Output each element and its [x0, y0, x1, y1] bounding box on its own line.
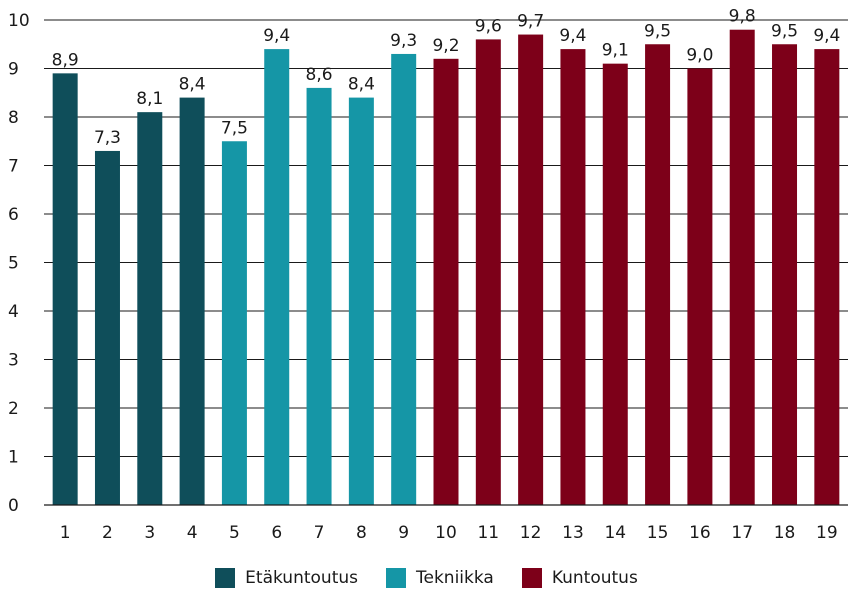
bar-value-label: 9,6	[475, 16, 502, 36]
y-tick-label: 7	[8, 157, 19, 177]
y-tick-label: 2	[8, 399, 19, 419]
bar-value-label: 8,4	[348, 75, 375, 95]
bar	[433, 58, 459, 506]
bar	[560, 49, 586, 505]
bar	[602, 63, 628, 506]
bar	[348, 97, 374, 505]
y-tick-label: 3	[8, 351, 19, 371]
y-tick-label: 8	[8, 108, 19, 128]
legend-item-etakuntoutus: Etäkuntoutus	[215, 568, 358, 588]
y-tick-label: 4	[8, 302, 19, 322]
bar-value-label: 9,4	[813, 26, 840, 46]
bar	[391, 53, 417, 505]
bar	[264, 49, 290, 505]
bar-value-label: 8,1	[136, 89, 163, 109]
y-tick-label: 6	[8, 205, 19, 225]
x-tick-label: 9	[398, 523, 409, 543]
bar	[518, 34, 544, 506]
x-tick-label: 3	[144, 523, 155, 543]
bar-value-label: 9,1	[602, 41, 629, 61]
bar-value-label: 9,0	[686, 46, 713, 66]
x-tick-label: 18	[774, 523, 796, 543]
bar-value-label: 8,6	[306, 65, 333, 85]
bar-value-label: 9,8	[729, 7, 756, 27]
bar-value-label: 9,2	[432, 36, 459, 56]
legend-swatch-kuntoutus	[521, 568, 542, 588]
x-tick-label: 6	[271, 523, 282, 543]
y-tick-label: 0	[8, 496, 19, 516]
bar	[772, 44, 798, 505]
y-tick-label: 9	[8, 60, 19, 80]
bar	[814, 49, 840, 505]
legend: Etäkuntoutus Tekniikka Kuntoutus	[0, 566, 853, 590]
bar-value-label: 9,7	[517, 12, 544, 32]
x-tick-label: 17	[731, 523, 753, 543]
x-tick-label: 11	[477, 523, 499, 543]
bar-value-label: 9,4	[263, 26, 290, 46]
bar	[137, 112, 163, 506]
x-tick-label: 10	[435, 523, 457, 543]
bar	[645, 44, 671, 505]
x-tick-label: 2	[102, 523, 113, 543]
bar-value-label: 9,3	[390, 31, 417, 51]
bar	[729, 29, 755, 505]
x-tick-label: 1	[60, 523, 71, 543]
legend-swatch-tekniikka	[386, 568, 406, 588]
legend-item-kuntoutus: Kuntoutus	[521, 568, 638, 588]
bar	[687, 68, 713, 505]
legend-label-tekniikka: Tekniikka	[416, 568, 494, 588]
bar-value-label: 9,5	[644, 21, 671, 41]
bar	[52, 73, 78, 505]
bar-value-label: 8,9	[52, 50, 79, 70]
x-tick-label: 5	[229, 523, 240, 543]
bar-value-label: 8,4	[179, 75, 206, 95]
x-tick-label: 19	[816, 523, 838, 543]
bar	[221, 141, 247, 505]
x-tick-label: 8	[356, 523, 367, 543]
legend-label-etakuntoutus: Etäkuntoutus	[245, 568, 358, 588]
bar-value-label: 9,5	[771, 21, 798, 41]
bar-chart: 0123456789108,917,328,138,447,559,468,67…	[8, 7, 848, 543]
bar	[306, 87, 332, 506]
bar	[475, 39, 501, 506]
x-tick-label: 16	[689, 523, 711, 543]
x-tick-label: 4	[187, 523, 198, 543]
bar-value-label: 7,5	[221, 118, 248, 138]
bar-value-label: 9,4	[559, 26, 586, 46]
y-tick-label: 1	[8, 448, 19, 468]
bar	[94, 150, 120, 505]
x-tick-label: 7	[314, 523, 325, 543]
legend-item-tekniikka: Tekniikka	[386, 568, 494, 588]
y-tick-label: 10	[8, 11, 30, 31]
x-tick-label: 14	[604, 523, 626, 543]
legend-label-kuntoutus: Kuntoutus	[551, 568, 638, 588]
x-tick-label: 12	[520, 523, 542, 543]
y-tick-label: 5	[8, 254, 19, 274]
bar	[179, 97, 205, 505]
bar-value-label: 7,3	[94, 128, 121, 148]
legend-swatch-etakuntoutus	[215, 568, 236, 588]
x-tick-label: 13	[562, 523, 584, 543]
x-tick-label: 15	[647, 523, 669, 543]
